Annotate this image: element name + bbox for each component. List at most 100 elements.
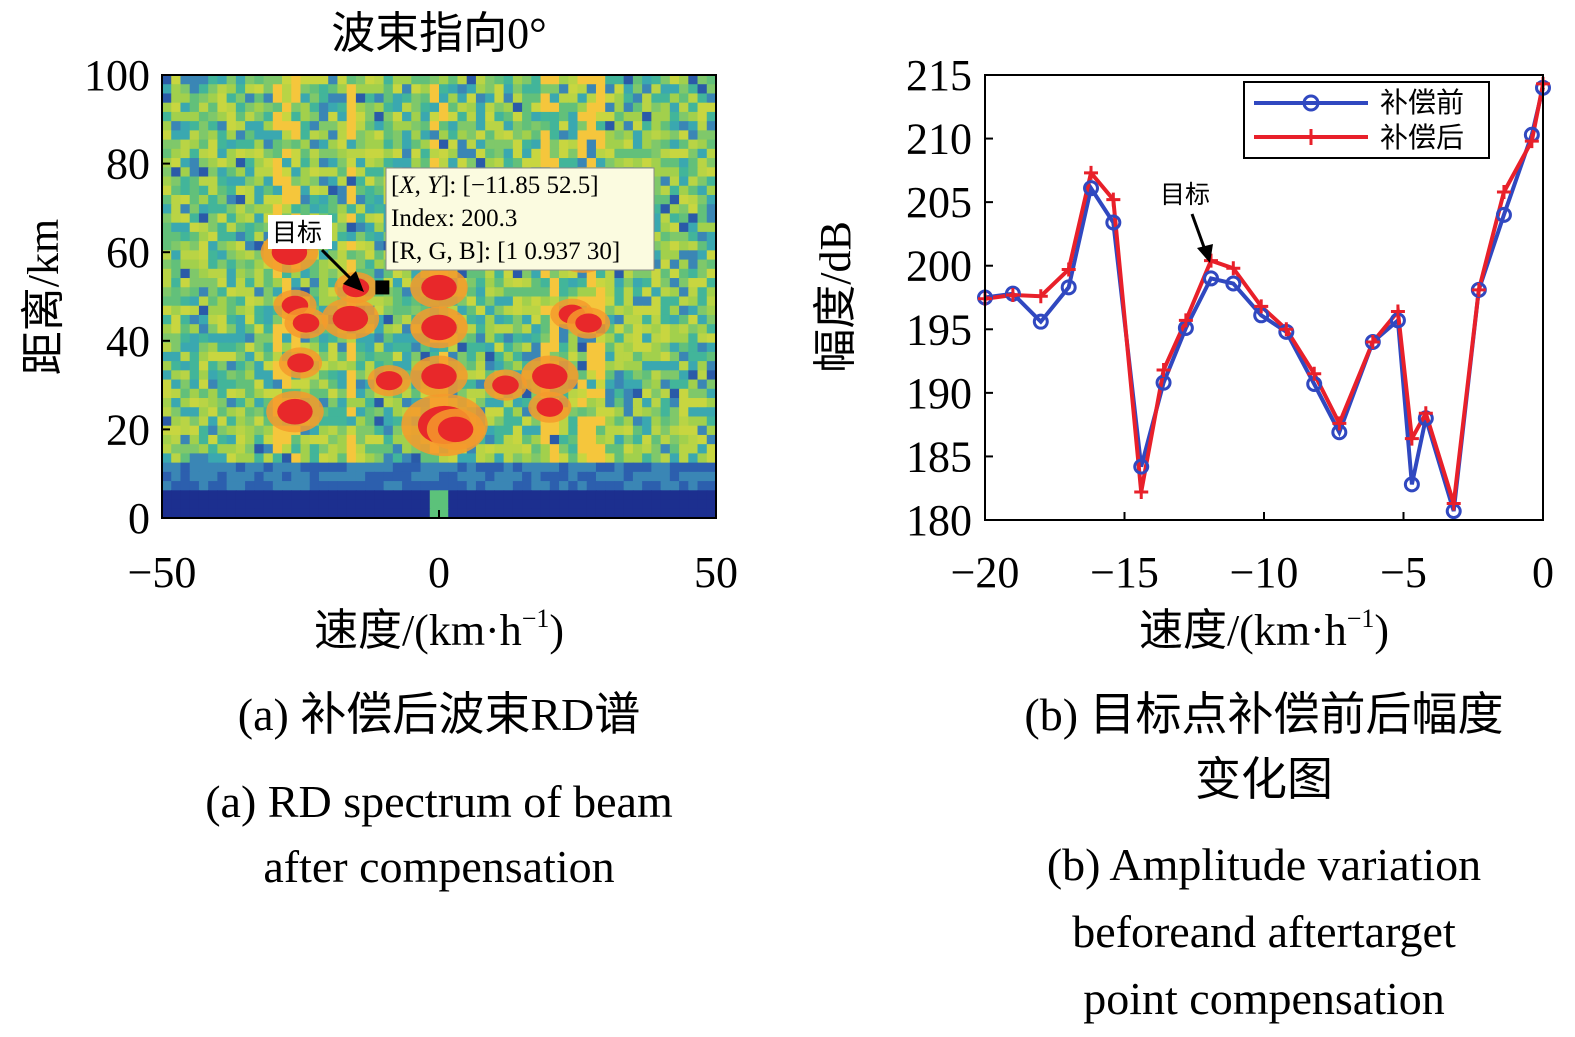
heatmap-cell — [475, 388, 486, 399]
heatmap-cell — [291, 139, 302, 150]
heatmap-cell — [383, 158, 394, 168]
heatmap-cell — [485, 324, 495, 335]
heatmap-cell — [189, 361, 200, 371]
heatmap-cell — [697, 84, 708, 95]
heatmap-cell — [355, 342, 366, 353]
heatmap-cell — [189, 444, 200, 454]
heatmap-cell — [374, 434, 385, 445]
heatmap-cell — [642, 379, 652, 390]
heatmap-cell — [522, 425, 532, 436]
heatmap-ytick-label: 40 — [106, 317, 150, 366]
heatmap-cell — [475, 278, 486, 288]
heatmap-cell — [162, 222, 172, 233]
heatmap-cell — [226, 407, 237, 418]
heatmap-cell — [226, 278, 237, 288]
heatmap-cell — [282, 379, 292, 390]
point-after — [1404, 431, 1419, 446]
heatmap-cell — [254, 139, 265, 150]
heatmap-cell — [235, 111, 246, 122]
heatmap-cell — [577, 481, 588, 491]
heatmap-cell — [540, 481, 551, 491]
heatmap-cell — [346, 425, 357, 436]
heatmap-cell — [180, 121, 191, 131]
heatmap-cell — [679, 75, 689, 85]
heatmap-cell — [614, 305, 625, 316]
heatmap-cell — [669, 268, 680, 279]
heatmap-cell — [365, 93, 375, 104]
heatmap-cell — [263, 176, 274, 187]
heatmap-ylabel: 距离/km — [19, 219, 68, 375]
heatmap-cell — [318, 499, 329, 510]
heatmap-cell — [245, 93, 255, 104]
heatmap-cell — [309, 102, 320, 113]
heatmap-cell — [365, 194, 375, 205]
heatmap-cell — [383, 268, 394, 279]
heatmap-cell — [189, 490, 200, 501]
heatmap-cell — [217, 185, 228, 196]
heatmap-cell — [632, 93, 643, 104]
heatmap-cell — [235, 167, 246, 178]
heatmap-cell — [660, 296, 671, 307]
heatmap-cell — [217, 342, 228, 353]
heatmap-hotspot — [421, 363, 457, 389]
heatmap-cell — [651, 370, 662, 381]
heatmap-cell — [439, 121, 449, 131]
heatmap-cell — [623, 444, 634, 454]
point-after — [1279, 322, 1294, 337]
heatmap-cell — [503, 111, 514, 122]
heatmap-cell — [392, 444, 403, 454]
heatmap-cell — [623, 278, 634, 288]
heatmap-cell — [559, 148, 569, 159]
heatmap-cell — [282, 370, 292, 381]
heatmap-cell — [531, 305, 542, 316]
heatmap-cell — [309, 204, 320, 215]
heatmap-cell — [549, 425, 560, 436]
heatmap-cell — [420, 508, 431, 519]
heatmap-cell — [226, 471, 237, 482]
heatmap-cell — [531, 287, 542, 298]
heatmap-cell — [679, 241, 689, 251]
heatmap-cell — [549, 139, 560, 150]
heatmap-cell — [577, 287, 588, 298]
heatmap-cell — [623, 416, 634, 427]
heatmap-cell — [494, 93, 505, 104]
heatmap-cell — [605, 305, 616, 316]
heatmap-cell — [355, 333, 366, 344]
heatmap-cell — [217, 259, 228, 270]
heatmap-cell — [282, 481, 292, 491]
heatmap-cell — [688, 111, 699, 122]
heatmap-cell — [457, 508, 468, 519]
heatmap-cell — [208, 84, 218, 95]
heatmap-cell — [383, 111, 394, 122]
heatmap-cell — [198, 241, 209, 251]
heatmap-cell — [568, 462, 579, 473]
heatmap-cell — [300, 471, 311, 482]
heatmap-cell — [217, 508, 228, 519]
heatmap-cell — [337, 361, 348, 371]
heatmap-cell — [494, 462, 505, 473]
heatmap-cell — [402, 278, 412, 288]
heatmap-cell — [282, 268, 292, 279]
datatip-bracket: [ — [391, 172, 399, 199]
heatmap-cell — [549, 84, 560, 95]
heatmap-cell — [697, 204, 708, 215]
heatmap-cell — [586, 444, 597, 454]
heatmap-cell — [226, 204, 237, 215]
heatmap-cell — [623, 93, 634, 104]
heatmap-cell — [679, 111, 689, 122]
heatmap-cell — [466, 490, 477, 501]
heatmap-cell — [595, 361, 606, 371]
heatmap-cell — [263, 351, 274, 362]
heatmap-cell — [291, 121, 302, 131]
heatmap-cell — [503, 416, 514, 427]
heatmap-cell — [485, 287, 495, 298]
heatmap-cell — [189, 434, 200, 445]
heatmap-cell — [263, 158, 274, 168]
heatmap-cell — [337, 121, 348, 131]
heatmap-cell — [466, 287, 477, 298]
heatmap-cell — [291, 130, 302, 141]
heatmap-cell — [595, 407, 606, 418]
heatmap-cell — [632, 102, 643, 113]
heatmap-cell — [235, 398, 246, 408]
heatmap-cell — [162, 416, 172, 427]
